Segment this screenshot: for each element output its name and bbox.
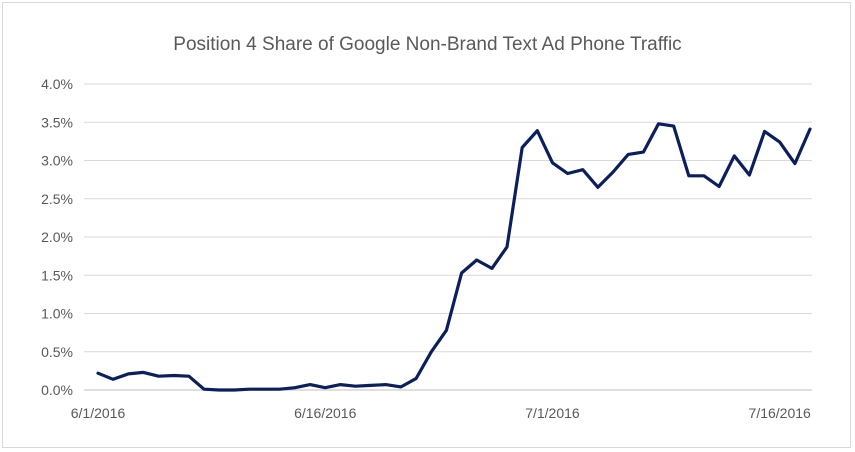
data-point	[414, 377, 418, 381]
y-tick-label: 0.5%	[41, 344, 73, 360]
data-point	[141, 370, 145, 374]
data-point	[444, 328, 448, 332]
data-point	[308, 383, 312, 387]
data-point	[763, 129, 767, 133]
y-tick-label: 2.0%	[41, 229, 73, 245]
data-point	[369, 383, 373, 387]
data-point	[96, 371, 100, 375]
data-point	[551, 161, 555, 165]
data-point	[384, 383, 388, 387]
y-axis-labels: 0.0% 0.5% 1.0% 1.5% 2.0% 2.5% 3.0% 3.5% 4.0%	[41, 76, 73, 398]
data-point	[248, 387, 252, 391]
data-point	[717, 185, 721, 189]
x-tick-label: 7/1/2016	[525, 405, 580, 421]
data-point	[505, 245, 509, 249]
x-tick-label: 7/16/2016	[749, 405, 811, 421]
data-point	[657, 122, 661, 126]
data-point	[126, 372, 130, 376]
chart-title: Position 4 Share of Google Non-Brand Tex…	[173, 34, 682, 55]
data-point	[808, 127, 812, 131]
data-point	[429, 350, 433, 354]
data-point	[354, 384, 358, 388]
y-tick-label: 4.0%	[41, 76, 73, 92]
data-point	[793, 162, 797, 166]
data-point	[535, 129, 539, 133]
data-point	[187, 374, 191, 378]
data-point	[672, 124, 676, 128]
data-point	[111, 377, 115, 381]
data-point	[702, 174, 706, 178]
series-layer	[96, 122, 812, 392]
data-point	[157, 374, 161, 378]
data-point	[566, 172, 570, 176]
data-point	[687, 174, 691, 178]
x-tick-label: 6/16/2016	[294, 405, 356, 421]
data-point	[338, 383, 342, 387]
data-point	[293, 386, 297, 390]
data-point	[172, 374, 176, 378]
x-tick-label: 6/1/2016	[71, 405, 126, 421]
data-point	[217, 388, 221, 392]
y-tick-label: 3.0%	[41, 153, 73, 169]
data-point	[232, 388, 236, 392]
gridlines	[84, 83, 812, 353]
data-point	[202, 387, 206, 391]
data-point	[460, 271, 464, 275]
data-point	[475, 258, 479, 262]
data-point	[747, 173, 751, 177]
y-tick-label: 1.5%	[41, 267, 73, 283]
series-line	[96, 122, 812, 392]
data-point	[732, 154, 736, 158]
data-point	[278, 387, 282, 391]
data-point	[641, 150, 645, 154]
y-tick-label: 2.5%	[41, 191, 73, 207]
data-point	[323, 386, 327, 390]
data-point	[490, 266, 494, 270]
y-tick-label: 3.5%	[41, 114, 73, 130]
data-point	[399, 385, 403, 389]
data-point	[263, 387, 267, 391]
data-point	[778, 140, 782, 144]
data-point	[626, 152, 630, 156]
x-axis-labels: 6/1/2016 6/16/2016 7/1/2016 7/16/2016	[71, 405, 811, 421]
data-point	[520, 146, 524, 150]
data-point	[596, 185, 600, 189]
y-tick-label: 1.0%	[41, 306, 73, 322]
y-tick-label: 0.0%	[41, 382, 73, 398]
data-point	[581, 168, 585, 172]
data-point	[611, 170, 615, 174]
